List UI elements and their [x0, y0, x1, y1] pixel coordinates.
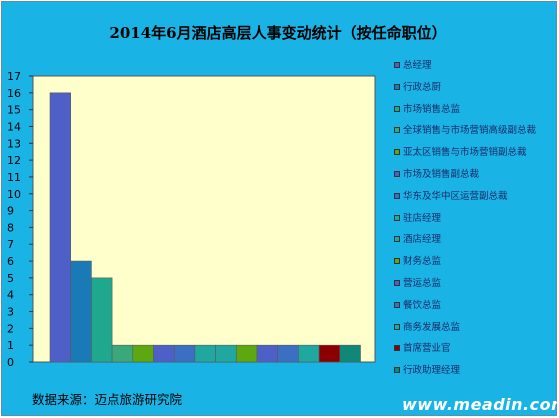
- legend-label: 行政助理经理: [403, 365, 461, 377]
- legend-swatch: [394, 279, 400, 286]
- y-tick-label: 5: [7, 272, 14, 285]
- legend-label: 亚太区销售与市场营销副总裁: [403, 147, 527, 159]
- legend-item: 市场及销售副总裁: [394, 169, 558, 191]
- legend-label: 市场及销售副总裁: [403, 168, 480, 180]
- legend-label: 市场销售总监: [403, 103, 461, 115]
- legend-swatch: [394, 83, 400, 90]
- bar-2: [70, 260, 92, 363]
- legend-label: 餐饮总监: [403, 299, 442, 311]
- y-tick-label: 17: [7, 70, 21, 83]
- legend-label: 营运总监: [403, 277, 442, 289]
- legend-label: 财务总监: [403, 256, 442, 268]
- y-tick-label: 6: [7, 255, 14, 268]
- bar-8: [194, 344, 216, 363]
- bar-1: [49, 92, 72, 363]
- y-tick-label: 15: [7, 104, 21, 117]
- y-tick-label: 7: [7, 238, 14, 251]
- legend-item: 全球销售与市场营销高级副总裁: [394, 125, 558, 147]
- legend-swatch: [394, 345, 400, 352]
- legend-swatch: [394, 214, 400, 221]
- legend-swatch: [394, 301, 400, 308]
- y-tick-label: 12: [7, 154, 21, 167]
- legend-swatch: [394, 105, 400, 112]
- legend-label: 首席营业官: [403, 343, 451, 355]
- y-tick-label: 4: [7, 289, 14, 302]
- y-tick-label: 9: [7, 205, 14, 218]
- y-tick-label: 2: [7, 322, 14, 335]
- legend-item: 营运总监: [394, 278, 558, 300]
- bar-4: [111, 344, 134, 363]
- legend-swatch: [394, 323, 400, 330]
- y-tick-label: 1: [7, 339, 14, 352]
- bar-13: [298, 344, 320, 363]
- chart-title: 2014年6月酒店高层人事变动统计（按任命职位）: [109, 24, 446, 42]
- bar-12: [277, 344, 299, 363]
- bar-9: [215, 344, 237, 363]
- legend-label: 行政总厨: [403, 81, 442, 93]
- legend-item: 酒店经理: [394, 234, 558, 256]
- bar-11: [256, 344, 279, 363]
- y-tick-label: 14: [7, 120, 21, 133]
- y-tick-label: 11: [7, 171, 21, 184]
- legend-item: 华东及华中区运营副总裁: [394, 191, 558, 213]
- y-tick-label: 8: [7, 221, 14, 234]
- legend-item: 财务总监: [394, 256, 558, 278]
- legend-item: 市场销售总监: [394, 104, 558, 126]
- bars: [49, 92, 361, 363]
- legend-item: 行政总厨: [394, 82, 558, 104]
- legend-swatch: [394, 170, 400, 177]
- legend-label: 华东及华中区运营副总裁: [403, 190, 508, 202]
- y-tick-label: 13: [7, 137, 21, 150]
- legend-label: 总经理: [403, 60, 432, 71]
- legend-label: 驻店经理: [403, 212, 442, 224]
- legend-item: 驻店经理: [394, 213, 558, 235]
- legend-swatch: [394, 367, 400, 374]
- legend-item: 商务发展总监: [394, 322, 558, 344]
- legend-item: 总经理: [394, 60, 558, 82]
- bar-10: [236, 344, 258, 363]
- y-tick-label: 16: [7, 87, 21, 100]
- legend-swatch: [394, 192, 400, 199]
- bar-3: [91, 277, 113, 363]
- bar-6: [153, 344, 175, 363]
- legend-label: 全球销售与市场营销高级副总裁: [403, 125, 537, 137]
- legend-swatch: [394, 62, 400, 68]
- y-tick-label: 10: [7, 188, 21, 201]
- legend-swatch: [394, 236, 400, 243]
- bar-15: [339, 344, 361, 363]
- watermark: www.meadin.com: [402, 395, 559, 414]
- y-tick-label: 0: [7, 356, 14, 369]
- legend-label: 商务发展总监: [403, 321, 461, 333]
- legend-item: 餐饮总监: [394, 300, 558, 322]
- bar-7: [173, 344, 196, 363]
- bar-5: [132, 344, 154, 363]
- legend-swatch: [394, 127, 400, 134]
- data-source-note: 数据来源：迈点旅游研究院: [32, 392, 183, 407]
- legend-item: 行政助理经理: [394, 365, 558, 387]
- legend-item: 亚太区销售与市场营销副总裁: [394, 147, 558, 169]
- legend-swatch: [394, 258, 400, 265]
- bar-14: [318, 344, 341, 363]
- y-tick-label: 3: [7, 306, 14, 319]
- legend-label: 酒店经理: [403, 234, 442, 246]
- legend-item: 首席营业官: [394, 343, 558, 365]
- legend: 总经理行政总厨市场销售总监全球销售与市场营销高级副总裁 亚太区销售与市场营销副总裁…: [394, 60, 558, 387]
- legend-swatch: [394, 149, 400, 156]
